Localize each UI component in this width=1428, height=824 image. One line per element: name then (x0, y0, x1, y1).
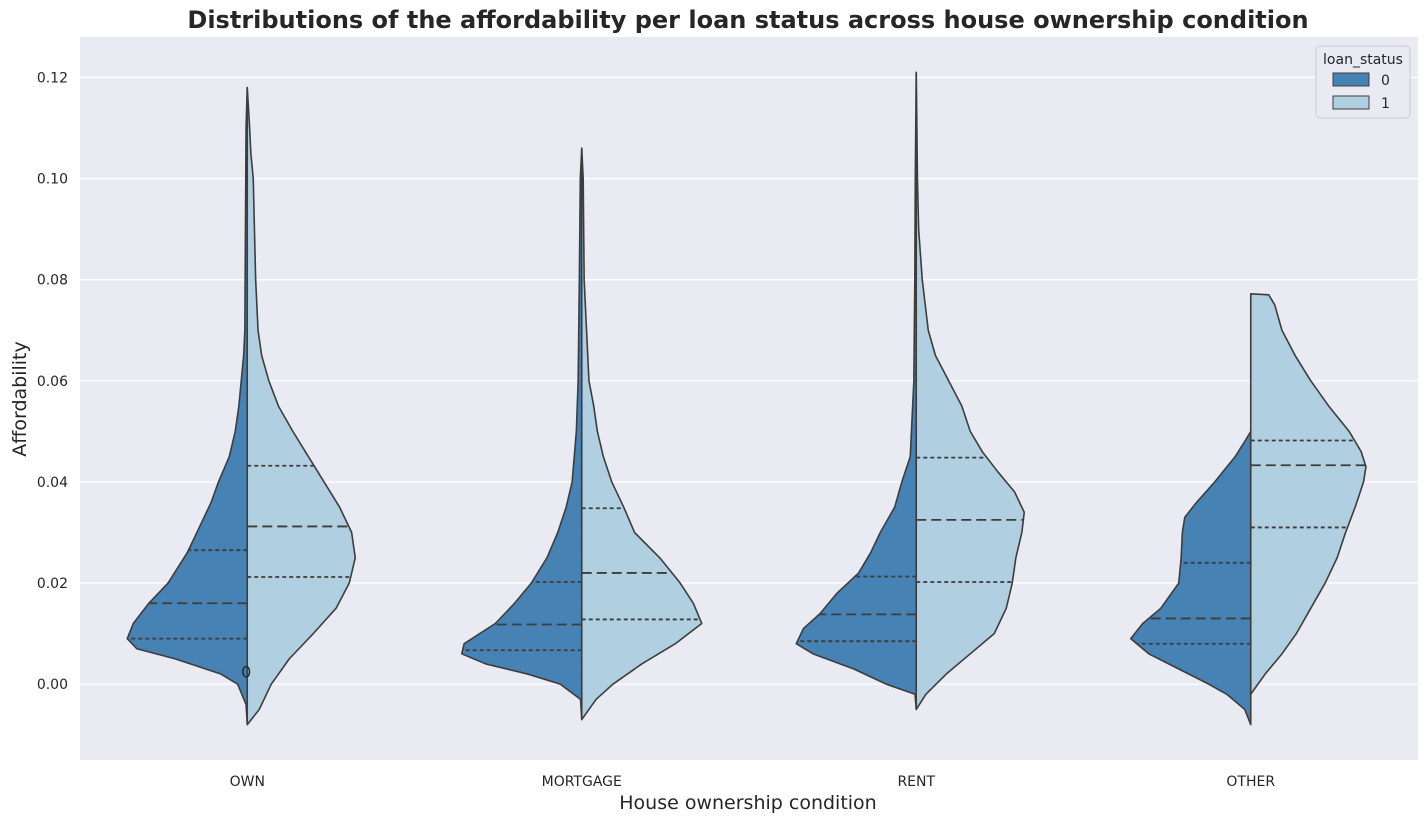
violin-other-status-1 (1249, 293, 1367, 696)
legend-title: loan_status (1323, 52, 1403, 68)
y-tick-label: 0.04 (37, 475, 68, 491)
x-tick-label: OWN (230, 774, 265, 790)
y-tick-label: 0.12 (37, 70, 68, 86)
violins (126, 71, 1367, 726)
legend-label-1: 1 (1381, 96, 1390, 112)
y-tick-label: 0.10 (37, 172, 68, 188)
violin-rent-status-1 (915, 71, 1026, 711)
x-tick-label: OTHER (1226, 774, 1275, 790)
y-tick-label: 0.06 (37, 374, 68, 390)
legend-swatch-1 (1332, 95, 1370, 110)
y-tick-label: 0.00 (37, 677, 68, 693)
violin-other-status-0 (1129, 430, 1252, 726)
violin-rent-status-0 (795, 71, 918, 711)
y-axis-ticks: 0.00 0.02 0.04 0.06 0.08 0.10 0.12 (37, 70, 68, 693)
violin-own-status-1 (246, 86, 357, 726)
y-tick-label: 0.02 (37, 576, 68, 592)
annotations: 0 (241, 663, 251, 682)
legend-swatch-0 (1332, 72, 1370, 87)
violin-mortgage-status-0 (460, 147, 583, 721)
y-tick-label: 0.08 (37, 273, 68, 289)
x-tick-label: RENT (897, 774, 935, 790)
chart-title: Distributions of the affordability per l… (187, 6, 1308, 34)
x-axis-label: House ownership condition (619, 792, 876, 814)
legend: loan_status 0 1 (1315, 45, 1411, 119)
x-tick-label: MORTGAGE (542, 774, 622, 790)
legend-label-0: 0 (1381, 73, 1390, 89)
violin-mortgage-status-1 (580, 147, 703, 721)
y-axis-label: Affordability (9, 341, 31, 456)
x-axis-ticks: OWN MORTGAGE RENT OTHER (230, 774, 1276, 790)
violin-own-status-0 (126, 86, 249, 726)
annotation-label: 0 (241, 663, 251, 682)
